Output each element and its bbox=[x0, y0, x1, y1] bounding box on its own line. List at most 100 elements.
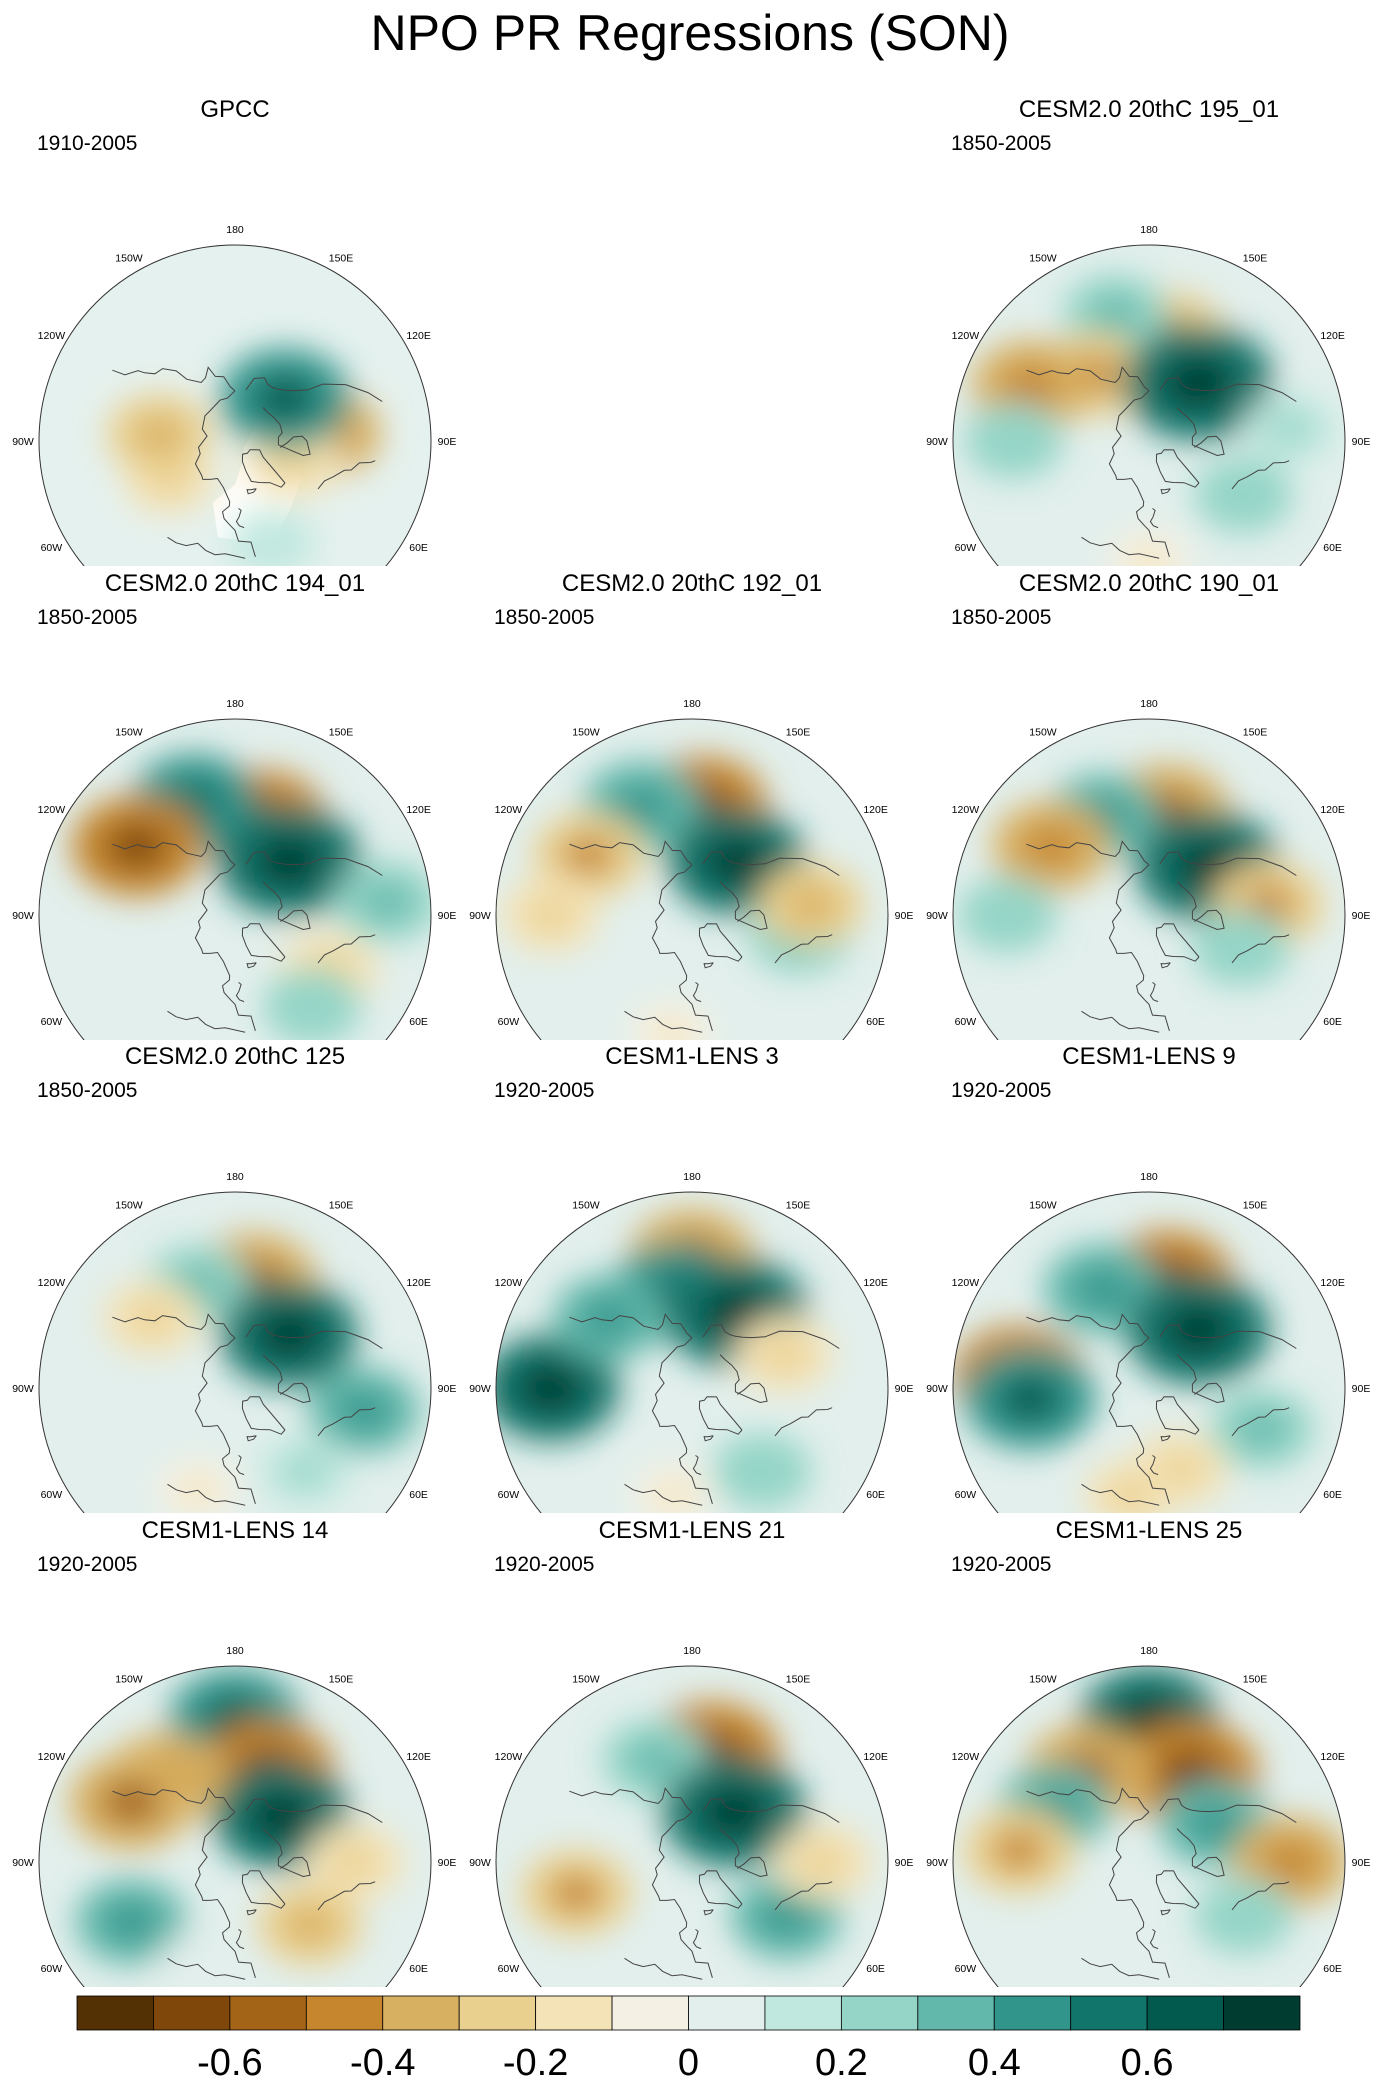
anomaly-core bbox=[651, 1018, 691, 1040]
coastline bbox=[1026, 1313, 1150, 1339]
polar-map: 180150E120E90E60E30E030W60W90W120W150W bbox=[12, 1645, 457, 1987]
map-border bbox=[952, 244, 1346, 566]
lon-label: 150E bbox=[329, 726, 354, 738]
coastline bbox=[692, 1455, 702, 1476]
coastline bbox=[702, 1798, 840, 1823]
colorbar-tick-label: -0.2 bbox=[503, 2042, 568, 2084]
coastline bbox=[703, 1909, 714, 1916]
lon-label: 90E bbox=[438, 1857, 457, 1869]
panel-title: GPCC bbox=[200, 96, 270, 123]
colorbar-bin bbox=[764, 1995, 842, 2031]
coastline bbox=[1231, 1407, 1290, 1437]
lon-label: 90E bbox=[895, 1857, 914, 1869]
polar-map: 180150E120E90E60E30E030W60W90W120W150W bbox=[926, 1171, 1370, 1513]
lon-label: 150E bbox=[1243, 252, 1268, 264]
lon-label: 150E bbox=[786, 1199, 811, 1211]
anomaly-core bbox=[991, 423, 1037, 459]
valid-data-region bbox=[39, 245, 431, 566]
colorbar-bin bbox=[153, 1995, 231, 2031]
lon-label: 60E bbox=[409, 1963, 428, 1975]
anomaly-core bbox=[249, 1791, 313, 1840]
lon-label: 60W bbox=[498, 1016, 520, 1028]
coastline bbox=[1026, 1787, 1150, 1813]
map-border bbox=[495, 1191, 889, 1513]
coastline bbox=[719, 1354, 768, 1404]
lon-label: 180 bbox=[683, 698, 701, 710]
lon-label: 90W bbox=[469, 910, 491, 922]
anomaly-core bbox=[332, 1844, 378, 1880]
lon-label: 90E bbox=[895, 910, 914, 922]
lon-label: 60W bbox=[41, 1963, 63, 1975]
coastline bbox=[651, 864, 713, 1031]
map-panel-lens-21: CESM1-LENS 211920-2005180150E120E90E60E3… bbox=[463, 1517, 921, 1987]
coastline bbox=[692, 1929, 702, 1950]
colorbar-tick-label: 0.6 bbox=[1121, 2042, 1174, 2084]
coastline bbox=[569, 840, 693, 866]
map-panel-lens-25: CESM1-LENS 251920-2005180150E120E90E60E3… bbox=[920, 1517, 1378, 1987]
coastline bbox=[624, 1010, 703, 1033]
colorbar-bin bbox=[229, 1995, 307, 2031]
anomaly-core bbox=[105, 1902, 158, 1942]
lon-label: 90W bbox=[469, 1857, 491, 1869]
anomaly-core bbox=[285, 1906, 335, 1944]
coastline bbox=[774, 934, 833, 964]
colorbar-tick-label: -0.4 bbox=[350, 2042, 415, 2084]
map-panel-lens-3: CESM1-LENS 31920-2005180150E120E90E60E30… bbox=[463, 1043, 921, 1513]
lon-label: 120W bbox=[952, 1751, 980, 1763]
polar-map: 180150E120E90E60E30E030W60W90W120W150W bbox=[469, 698, 914, 1040]
anomaly-core bbox=[1164, 1304, 1232, 1355]
lon-label: 60E bbox=[1323, 1016, 1342, 1028]
coastline bbox=[262, 1828, 311, 1878]
panel-title: CESM1-LENS 3 bbox=[605, 1043, 779, 1070]
coastline bbox=[1176, 407, 1225, 457]
lon-label: 60E bbox=[866, 1016, 885, 1028]
coastline bbox=[698, 923, 743, 962]
map-panel-cesm2-195: CESM2.0 20thC 195_01 1850-2005 180 150E 120E… bbox=[920, 96, 1378, 566]
colorbar-bin bbox=[1146, 1995, 1224, 2031]
anomaly-core bbox=[761, 1337, 807, 1372]
coastline bbox=[112, 1787, 236, 1813]
lon-label: 60W bbox=[41, 542, 63, 554]
anomaly-core bbox=[337, 1391, 390, 1431]
anomaly-core bbox=[254, 376, 316, 422]
polar-map: 180150E120E90E60E30E030W60W90W120W150W bbox=[469, 1171, 913, 1513]
lon-label: 180 bbox=[226, 1171, 244, 1183]
lon-label: 120E bbox=[1320, 1277, 1345, 1289]
lon-label: 120W bbox=[495, 804, 523, 816]
coastline bbox=[651, 1811, 713, 1978]
colorbar-bin bbox=[840, 1995, 919, 2031]
anomaly-core bbox=[102, 1780, 161, 1824]
map-border bbox=[38, 244, 432, 566]
lon-label: 150W bbox=[115, 726, 143, 738]
colorbar-bin bbox=[535, 1995, 613, 2031]
panel-period: 1920-2005 bbox=[37, 1553, 138, 1576]
coastline bbox=[194, 864, 256, 1031]
coastline bbox=[1160, 1435, 1171, 1442]
lon-label: 120W bbox=[38, 1277, 66, 1289]
lon-label: 90E bbox=[438, 1383, 457, 1395]
lon-label: 120W bbox=[952, 330, 980, 342]
colorbar-bin bbox=[688, 1995, 766, 2031]
colorbar-tick-label: 0.4 bbox=[968, 2042, 1021, 2084]
coastline bbox=[703, 962, 714, 969]
coastline bbox=[1231, 934, 1290, 964]
coastline bbox=[1159, 851, 1297, 876]
anomaly-core bbox=[1218, 931, 1264, 966]
coastline bbox=[1155, 449, 1200, 488]
lon-label: 120W bbox=[38, 804, 66, 816]
anomaly-core bbox=[1090, 296, 1140, 333]
coastline bbox=[245, 1324, 383, 1349]
lon-label: 150E bbox=[786, 726, 811, 738]
anomaly-core bbox=[550, 1873, 603, 1913]
coastline bbox=[246, 1909, 257, 1916]
lon-label: 90E bbox=[438, 910, 457, 922]
map-panel-cesm2-192: CESM2.0 20thC 192_01 1850-2005 180 150E 120E… bbox=[463, 570, 921, 1040]
polar-map: 180150E120E90E60E30E030W60W90W120W150W bbox=[926, 698, 1370, 1040]
panel-title: CESM1-LENS 9 bbox=[1062, 1043, 1236, 1070]
lon-label: 60W bbox=[955, 1489, 977, 1501]
coastline bbox=[317, 1881, 376, 1911]
coastline bbox=[194, 390, 256, 557]
anomaly-core bbox=[1220, 1899, 1267, 1934]
lon-label: 60W bbox=[955, 542, 977, 554]
colorbar-tick-label: 0 bbox=[678, 2042, 699, 2084]
